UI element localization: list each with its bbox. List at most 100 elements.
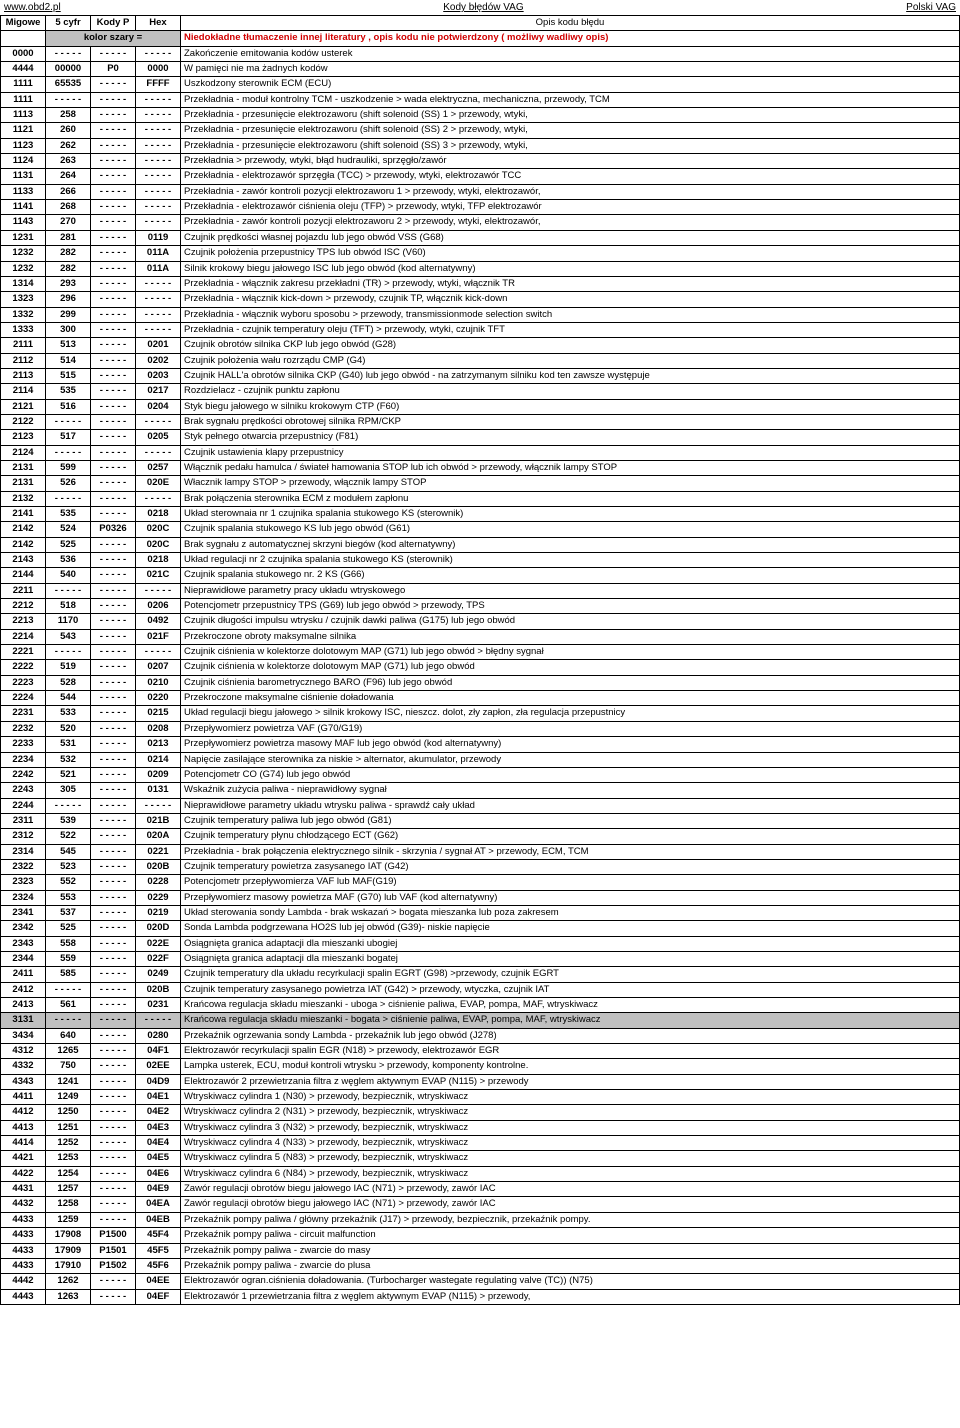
cell-opis: Przekładnia - włącznik kick-down > przew… [181, 292, 960, 307]
cell-migowe: 4433 [1, 1228, 46, 1243]
cell-migowe: 2233 [1, 737, 46, 752]
cell-hex: 0131 [136, 783, 181, 798]
cell-5cyfr: 1251 [46, 1120, 91, 1135]
cell-hex: 04F1 [136, 1044, 181, 1059]
cell-migowe: 2222 [1, 660, 46, 675]
cell-kodyp: - - - - - [91, 553, 136, 568]
cell-hex: 45F5 [136, 1243, 181, 1258]
cell-opis: Przekładnia - zawór kontroli pozycji ele… [181, 184, 960, 199]
header-hex: Hex [136, 16, 181, 31]
cell-5cyfr: 1252 [46, 1136, 91, 1151]
cell-migowe: 1232 [1, 246, 46, 261]
cell-kodyp: - - - - - [91, 322, 136, 337]
cell-hex: 04EF [136, 1289, 181, 1304]
cell-5cyfr: 518 [46, 599, 91, 614]
cell-hex: 020C [136, 537, 181, 552]
cell-migowe: 2314 [1, 844, 46, 859]
cell-migowe: 2341 [1, 905, 46, 920]
cell-opis: Przekroczone maksymalne ciśnienie dołado… [181, 691, 960, 706]
cell-kodyp: - - - - - [91, 890, 136, 905]
cell-opis: Napięcie zasilające sterownika za niskie… [181, 752, 960, 767]
table-row: 443317909P150145F5Przekaźnik pompy paliw… [1, 1243, 960, 1258]
cell-kodyp: P0 [91, 62, 136, 77]
cell-kodyp: - - - - - [91, 507, 136, 522]
table-body: 0000- - - - -- - - - -- - - - -Zakończen… [1, 46, 960, 1304]
cell-migowe: 1121 [1, 123, 46, 138]
cell-5cyfr: 524 [46, 522, 91, 537]
cell-hex: 021B [136, 813, 181, 828]
table-row: 2311539- - - - -021BCzujnik temperatury … [1, 813, 960, 828]
cell-migowe: 2224 [1, 691, 46, 706]
cell-kodyp: - - - - - [91, 476, 136, 491]
cell-kodyp: - - - - - [91, 338, 136, 353]
cell-kodyp: - - - - - [91, 1289, 136, 1304]
table-row: 43121265- - - - -04F1Elektrozawór recyrk… [1, 1044, 960, 1059]
top-bar: www.obd2.pl Kody błędów VAG Polski VAG [0, 0, 960, 15]
cell-kodyp: - - - - - [91, 875, 136, 890]
cell-hex: 04E6 [136, 1166, 181, 1181]
cell-kodyp: - - - - - [91, 752, 136, 767]
table-row: 4332750- - - - -02EELampka usterek, ECU,… [1, 1059, 960, 1074]
table-row: 2114535- - - - -0217Rozdzielacz - czujni… [1, 384, 960, 399]
cell-kodyp: - - - - - [91, 967, 136, 982]
table-row: 22131170- - - - -0492Czujnik długości im… [1, 614, 960, 629]
cell-hex: - - - - - [136, 154, 181, 169]
header-5cyfr: 5 cyfr [46, 16, 91, 31]
table-row: 443317908P150045F4Przekaźnik pompy paliw… [1, 1228, 960, 1243]
table-row: 1124263- - - - -- - - - -Przekładnia > p… [1, 154, 960, 169]
cell-migowe: 2113 [1, 368, 46, 383]
cell-migowe: 2244 [1, 798, 46, 813]
cell-kodyp: - - - - - [91, 998, 136, 1013]
cell-kodyp: - - - - - [91, 1120, 136, 1135]
cell-migowe: 2142 [1, 522, 46, 537]
top-left: www.obd2.pl [4, 2, 61, 13]
table-row: 44131251- - - - -04E3Wtryskiwacz cylindr… [1, 1120, 960, 1135]
cell-5cyfr: 537 [46, 905, 91, 920]
cell-migowe: 2324 [1, 890, 46, 905]
cell-kodyp: - - - - - [91, 1197, 136, 1212]
cell-opis: Sonda Lambda podgrzewana HO2S lub jej ob… [181, 921, 960, 936]
cell-migowe: 1133 [1, 184, 46, 199]
cell-hex: 0208 [136, 721, 181, 736]
cell-kodyp: - - - - - [91, 936, 136, 951]
cell-opis: Czujnik ciśnienia barometrycznego BARO (… [181, 675, 960, 690]
cell-hex: 020A [136, 829, 181, 844]
cell-kodyp: - - - - - [91, 1136, 136, 1151]
cell-migowe: 2111 [1, 338, 46, 353]
cell-kodyp: - - - - - [91, 537, 136, 552]
cell-5cyfr: 535 [46, 384, 91, 399]
cell-migowe: 1123 [1, 138, 46, 153]
cell-5cyfr: - - - - - [46, 645, 91, 660]
cell-opis: Krańcowa regulacja składu mieszanki - bo… [181, 1013, 960, 1028]
cell-kodyp: - - - - - [91, 645, 136, 660]
cell-opis: Czujnik prędkości własnej pojazdu lub je… [181, 230, 960, 245]
table-row: 2113515- - - - -0203Czujnik HALL'a obrot… [1, 368, 960, 383]
cell-hex: 0205 [136, 430, 181, 445]
cell-5cyfr: 296 [46, 292, 91, 307]
cell-kodyp: - - - - - [91, 154, 136, 169]
table-row: 1123262- - - - -- - - - -Przekładnia - p… [1, 138, 960, 153]
cell-kodyp: - - - - - [91, 921, 136, 936]
cell-migowe: 2213 [1, 614, 46, 629]
cell-opis: Układ regulacji nr 2 czujnika spalania s… [181, 553, 960, 568]
cell-hex: 011A [136, 261, 181, 276]
cell-5cyfr: - - - - - [46, 445, 91, 460]
cell-5cyfr: - - - - - [46, 583, 91, 598]
cell-hex: 04E5 [136, 1151, 181, 1166]
cell-opis: Przekaźnik pompy paliwa - zwarcie do plu… [181, 1258, 960, 1273]
cell-opis: Wskaźnik zużycia paliwa - nieprawidłowy … [181, 783, 960, 798]
cell-migowe: 4312 [1, 1044, 46, 1059]
cell-kodyp: - - - - - [91, 414, 136, 429]
table-row: 2412- - - - -- - - - -020BCzujnik temper… [1, 982, 960, 997]
cell-5cyfr: 561 [46, 998, 91, 1013]
table-row: 2132- - - - -- - - - -- - - - -Brak połą… [1, 491, 960, 506]
table-row: 44211253- - - - -04E5Wtryskiwacz cylindr… [1, 1151, 960, 1166]
cell-hex: 0221 [136, 844, 181, 859]
cell-kodyp: - - - - - [91, 491, 136, 506]
cell-5cyfr: 300 [46, 322, 91, 337]
cell-kodyp: P0326 [91, 522, 136, 537]
cell-kodyp: - - - - - [91, 721, 136, 736]
cell-migowe: 4421 [1, 1151, 46, 1166]
cell-hex: 0218 [136, 507, 181, 522]
table-row: 2232520- - - - -0208Przepływomierz powie… [1, 721, 960, 736]
